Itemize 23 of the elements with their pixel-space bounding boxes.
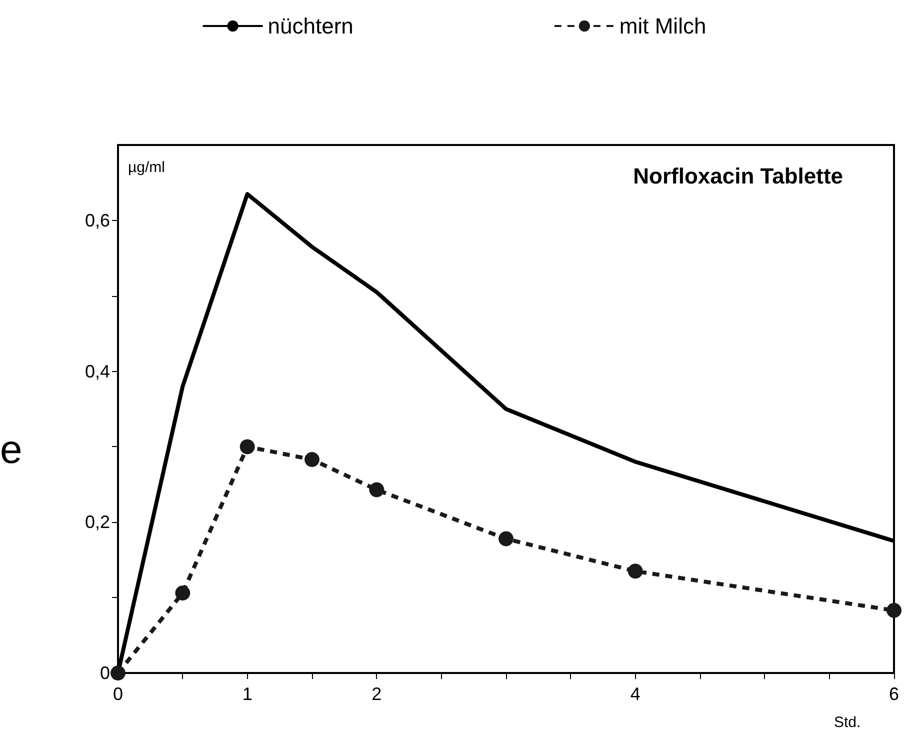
x-tick-label: 4	[630, 684, 640, 704]
y-axis-title: µg/ml	[128, 159, 165, 176]
x-tick-label: 0	[112, 684, 124, 704]
x-tick-label: 2	[372, 684, 382, 704]
point	[175, 586, 190, 601]
y-tick-label: 0,2	[84, 512, 110, 532]
point	[369, 482, 384, 498]
y-tick-label: 0,6	[84, 210, 110, 230]
x-tick-label: 6	[888, 684, 900, 704]
point	[240, 439, 255, 454]
y-tick-label: 0	[100, 663, 110, 683]
point	[886, 602, 902, 618]
point	[628, 564, 643, 579]
x-tick-label: 1	[242, 684, 252, 704]
point	[110, 666, 126, 680]
legend-label: mit Milch	[619, 14, 706, 38]
point	[304, 452, 320, 468]
text: Norfloxacin Tablette	[633, 164, 844, 188]
point	[498, 531, 514, 546]
text: e	[0, 428, 22, 472]
y-tick-label: 0,4	[84, 361, 110, 382]
legend-label: nüchtern	[268, 14, 354, 38]
x-axis-title: Std.	[834, 714, 861, 731]
